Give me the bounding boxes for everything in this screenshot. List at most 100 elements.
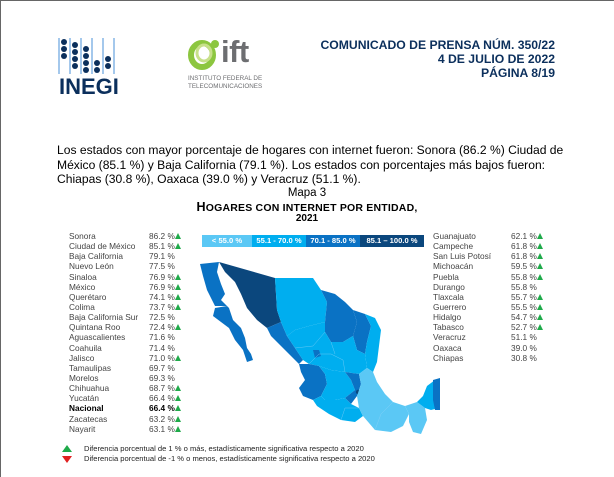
state-name: Morelos [69,372,99,383]
region-aguascalientes [313,350,321,358]
state-value: 74.1 % [149,291,175,302]
state-value: 72.4 % [149,322,175,333]
legend-range-2: 55.1 - 70.0 % [252,235,306,247]
up-triangle-icon [537,243,543,250]
mexico-choropleth-map [200,262,440,434]
state-name: Jalisco [69,352,95,363]
state-name: Sonora [69,231,96,241]
inegi-wordmark: INEGI [59,74,119,99]
ift-swirl-icon [188,40,219,70]
state-value: 62.1 % [511,231,537,241]
state-row: Durango 55.8 % [433,282,563,292]
state-value: 76.9 % [149,281,175,292]
up-triangle-icon [175,354,181,361]
state-row: Campeche 61.8 % [433,241,563,251]
state-value: 51.1 % [511,332,537,343]
region-guerrero [313,396,363,422]
state-row: Jalisco 71.0 % [69,353,189,363]
state-value: 85.1 % [149,241,175,252]
up-triangle-icon [175,243,181,250]
state-value: 63.1 % [149,423,175,434]
map-label: Mapa 3 [287,187,327,199]
state-list-right: Guanajuato 62.1 % Campeche 61.8 % San Luis P… [433,231,563,363]
state-value: 71.0 % [149,352,175,363]
state-value: 39.0 % [511,342,537,353]
state-value: 79.1 % [149,251,175,262]
up-triangle-icon [175,405,181,412]
state-row: Yucatán 66.4 % [69,393,189,403]
state-value: 76.9 % [149,271,175,282]
state-row: Zacatecas 63.2 % [69,414,189,424]
up-triangle-icon [175,324,181,331]
legend-range-1: < 55.0 % [202,235,252,247]
map-year: 2021 [295,213,319,224]
state-value: 71.6 % [149,332,175,343]
press-header: COMUNICADO DE PRENSA NÚM. 350/22 4 DE JU… [320,38,555,80]
state-value: 86.2 % [149,231,175,241]
state-name: Guerrero [433,301,467,312]
state-row: Quintana Roo 72.4 % [69,322,189,332]
map-title: HOGARES CON INTERNET POR ENTIDAD, [196,200,418,214]
region-quintana-roo [433,378,440,410]
region-sonora [219,262,281,328]
state-name: Michoacán [433,261,474,272]
state-value: 72.5 % [149,312,175,323]
state-value: 69.3 % [149,372,175,383]
state-name: México [69,281,96,292]
state-name: Nayarit [69,423,96,434]
state-row: Aguascalientes 71.6 % [69,332,189,342]
state-value: 52.7 % [511,322,537,333]
up-triangle-icon [175,303,181,310]
state-value: 61.8 % [511,241,537,252]
up-triangle-icon [62,445,72,452]
region-baja-california [200,262,227,306]
ift-subtitle: INSTITUTO FEDERAL DE TELECOMUNICACIONES [188,75,263,90]
region-sinaloa [267,322,303,364]
up-triangle-icon [175,425,181,432]
up-triangle-icon [537,233,543,239]
state-name: Tlaxcala [433,291,464,302]
map-legend: < 55.0 % 55.1 - 70.0 % 70.1 - 85.0 % 85.… [202,235,424,247]
state-name: Sinaloa [69,271,97,282]
state-list-left: Sonora 86.2 % Ciudad de México 85.1 % Baja C… [69,231,189,434]
up-triangle-icon [175,385,181,392]
ift-logo: ift INSTITUTO FEDERAL DE TELECOMUNICACIO… [188,34,278,98]
state-name: Chihuahua [69,383,110,394]
state-name: San Luis Potosí [433,251,492,262]
state-name: Nacional [69,403,104,414]
state-name: Aguascalientes [69,332,126,343]
state-value: 73.7 % [149,301,175,312]
state-row: Nuevo León 77.5 % [69,261,189,271]
state-name: Chiapas [433,352,464,363]
state-name: Baja California Sur [69,312,139,323]
state-name: Colima [69,301,95,312]
page-number: PÁGINA 8/19 [480,66,555,80]
state-name: Querétaro [69,291,107,302]
state-value: 55.8 % [511,271,537,282]
body-paragraph: Los estados con mayor porcentaje de hoga… [57,143,564,186]
state-row: Michoacán 59.5 % [433,261,563,271]
state-row: San Luis Potosí 61.8 % [433,251,563,261]
up-triangle-icon [175,273,181,280]
up-triangle-icon [537,324,543,331]
state-name: Tamaulipas [69,362,111,373]
state-value: 66.4 % [149,393,175,404]
press-date: 4 DE JULIO DE 2022 [437,52,555,66]
up-triangle-icon [175,283,181,290]
state-row: Morelos 69.3 % [69,373,189,383]
up-triangle-icon [175,293,181,300]
press-release-number: COMUNICADO DE PRENSA NÚM. 350/22 [320,38,555,52]
state-row: Veracruz 51.1 % [433,332,563,342]
state-row: Ciudad de México 85.1 % [69,241,189,251]
state-name: Campeche [433,241,474,252]
state-value: 54.7 % [511,312,537,323]
region-chihuahua [275,278,327,336]
state-row: Tamaulipas 69.7 % [69,363,189,373]
state-row: Hidalgo 54.7 % [433,312,563,322]
state-row: Querétaro 74.1 % [69,292,189,302]
state-value: 55.5 % [511,301,537,312]
state-row: Tlaxcala 55.7 % [433,292,563,302]
state-row: Sinaloa 76.9 % [69,272,189,282]
state-name: Veracruz [433,332,466,343]
